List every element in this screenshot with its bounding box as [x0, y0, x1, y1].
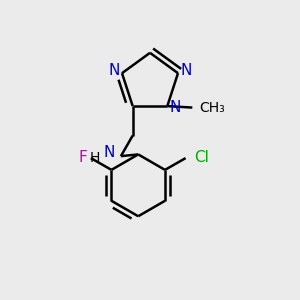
Text: N: N [181, 63, 192, 78]
Text: Cl: Cl [194, 150, 209, 165]
Text: H: H [89, 151, 100, 165]
Text: CH₃: CH₃ [200, 100, 225, 115]
Text: N: N [103, 145, 115, 160]
Text: N: N [108, 63, 119, 78]
Text: N: N [170, 100, 181, 115]
Text: F: F [79, 150, 87, 165]
